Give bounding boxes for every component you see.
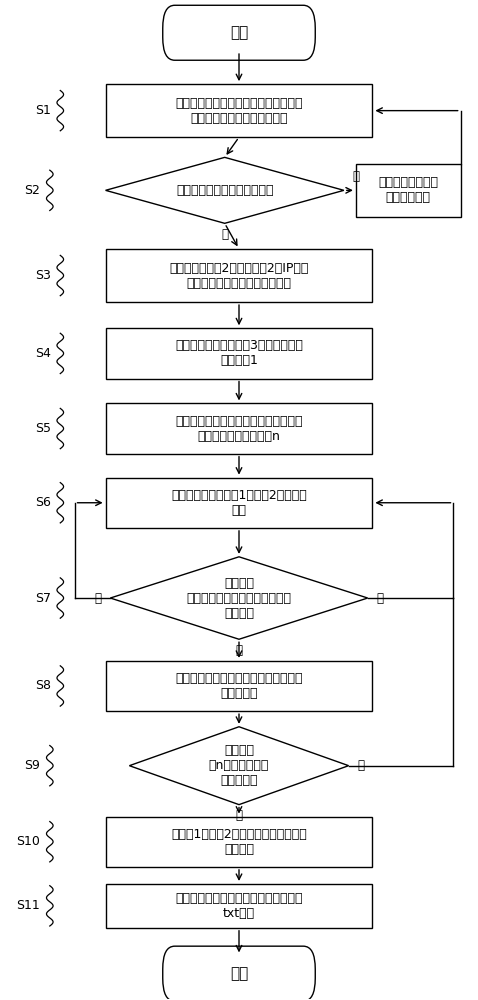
Text: S4: S4: [35, 347, 51, 360]
Text: S9: S9: [24, 759, 40, 772]
Bar: [106, 328, 372, 379]
Text: S11: S11: [17, 899, 40, 912]
Text: S8: S8: [35, 679, 51, 692]
Text: S10: S10: [16, 835, 40, 848]
Text: 判断计时
器n的値是否达到
测试时长？: 判断计时 器n的値是否达到 测试时长？: [209, 744, 269, 787]
FancyBboxPatch shape: [163, 5, 315, 60]
Text: 保存抓包文件到不同的文件夹下，以时
间命名文件: 保存抓包文件到不同的文件夹下，以时 间命名文件: [175, 672, 303, 700]
Bar: [356, 164, 461, 217]
Polygon shape: [106, 157, 344, 223]
Bar: [106, 661, 372, 711]
Text: 发送指令到网卡2，配置网卡2的IP地址
与摄像头和交换机在同一个网段: 发送指令到网卡2，配置网卡2的IP地址 与摄像头和交换机在同一个网段: [169, 262, 309, 290]
Text: S7: S7: [35, 592, 51, 605]
Text: 记录不相同的文件名及字节数，保存为
txt文档: 记录不相同的文件名及字节数，保存为 txt文档: [175, 892, 303, 920]
Text: 结束: 结束: [230, 966, 248, 981]
Text: 在服务器上登录摄像头，实时查看视频
监控，同时启动计时器n: 在服务器上登录摄像头，实时查看视频 监控，同时启动计时器n: [175, 415, 303, 443]
Text: 分别发送指令给网卡1和网卡2进行持续
抓包: 分别发送指令给网卡1和网卡2进行持续 抓包: [171, 489, 307, 517]
Text: 判断抓包
文件的大小是否达到测试人员指
定的値？: 判断抓包 文件的大小是否达到测试人员指 定的値？: [186, 577, 292, 620]
Bar: [106, 478, 372, 528]
Bar: [106, 84, 372, 137]
Text: 输入内容是否符合程序校验？: 输入内容是否符合程序校验？: [176, 184, 273, 197]
Text: 登录交换机，配置端口3入方向流量镜
像到端口1: 登录交换机，配置端口3入方向流量镜 像到端口1: [175, 339, 303, 367]
Text: S6: S6: [35, 496, 51, 509]
Bar: [106, 817, 372, 867]
Bar: [106, 249, 372, 302]
Bar: [106, 403, 372, 454]
Text: 开始: 开始: [230, 25, 248, 40]
Text: 否: 否: [352, 170, 359, 183]
Text: 否: 否: [95, 592, 102, 605]
Text: 弹出提示，输入内
容不符合要求: 弹出提示，输入内 容不符合要求: [378, 176, 438, 204]
Text: 否: 否: [357, 759, 364, 772]
Text: 否: 否: [376, 592, 383, 605]
Text: S2: S2: [24, 184, 40, 197]
Text: S1: S1: [35, 104, 51, 117]
Text: S5: S5: [35, 422, 51, 435]
Text: 是: 是: [236, 644, 242, 657]
Text: 是: 是: [221, 228, 228, 241]
Text: 对网卡1和网卡2抓到的报文文件，进行
一一对比: 对网卡1和网卡2抓到的报文文件，进行 一一对比: [171, 828, 307, 856]
Bar: [106, 884, 372, 928]
Polygon shape: [130, 727, 348, 805]
FancyBboxPatch shape: [163, 946, 315, 1000]
Text: 是: 是: [236, 809, 242, 822]
Text: 弹出输入框，测试人员输入测试时长，
抓包文件大小，网卡对应关系: 弹出输入框，测试人员输入测试时长， 抓包文件大小，网卡对应关系: [175, 97, 303, 125]
Polygon shape: [110, 557, 368, 639]
Text: S3: S3: [35, 269, 51, 282]
